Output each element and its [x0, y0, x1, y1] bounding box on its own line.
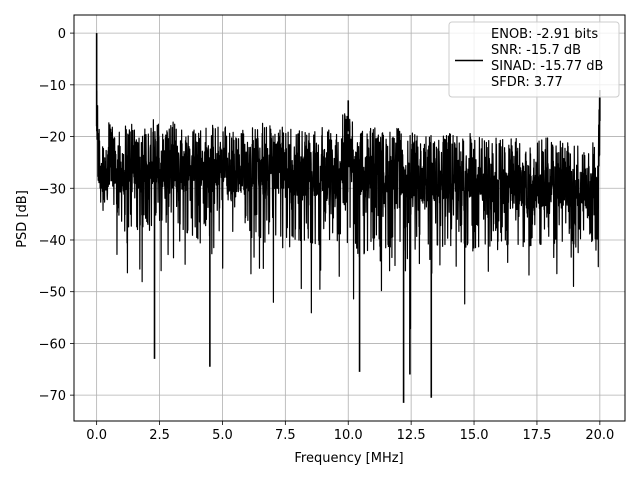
legend-entry: SNR: -15.7 dB: [491, 43, 581, 58]
x-tick-label: 12.5: [397, 428, 426, 443]
x-axis-label: Frequency [MHz]: [294, 451, 403, 466]
x-tick-label: 15.0: [460, 428, 489, 443]
legend-entry: SFDR: 3.77: [491, 75, 563, 90]
y-tick-label: −10: [39, 79, 66, 94]
y-tick-label: 0: [58, 27, 66, 42]
x-tick-label: 7.5: [275, 428, 296, 443]
psd-trace: [96, 90, 601, 330]
x-tick-label: 20.0: [585, 428, 614, 443]
legend-box: [448, 21, 620, 98]
y-axis-label: PSD [dB]: [15, 190, 30, 248]
y-tick-label: −30: [39, 182, 66, 197]
y-tick-label: −70: [39, 389, 66, 404]
y-tick-label: −50: [39, 286, 66, 301]
x-tick-label: 2.5: [149, 428, 170, 443]
x-tick-label: 10.0: [334, 428, 363, 443]
y-tick-label: −40: [39, 234, 66, 249]
x-tick-label: 0.0: [86, 428, 107, 443]
plot-frame: [73, 14, 626, 422]
y-tick-label: −60: [39, 337, 66, 352]
legend-entry: ENOB: -2.91 bits: [491, 27, 598, 42]
axes: [73, 14, 626, 422]
psd-series: [95, 33, 601, 403]
ticks: 0.0 2.5 5.0 7.5 10.0 12.5 15.0 17.5 20.0 0 −10 −20 −…: [39, 27, 615, 443]
legend-entry: SINAD: -15.77 dB: [491, 59, 603, 74]
y-tick-label: −20: [39, 131, 66, 146]
x-tick-label: 17.5: [522, 428, 551, 443]
x-tick-label: 5.0: [212, 428, 233, 443]
